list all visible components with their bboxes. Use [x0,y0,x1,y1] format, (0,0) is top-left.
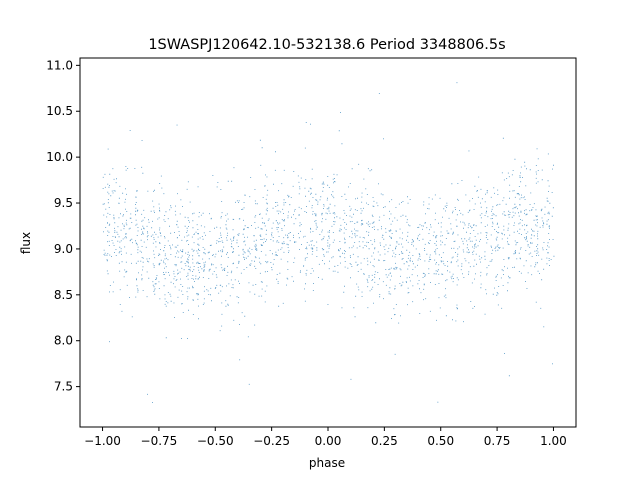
y-axis: 7.5 8.0 8.5 9.0 9.5 10.0 10.5 11.0 [46,58,80,394]
y-tick-label: 8.5 [54,288,73,302]
x-tick-label: −0.75 [141,434,178,448]
x-axis-label: phase [309,456,345,470]
x-tick-label: 0.25 [371,434,398,448]
data-points [102,82,555,403]
y-tick-label: 10.0 [46,150,73,164]
x-tick-label: −0.25 [253,434,290,448]
x-tick-label: 0.50 [427,434,454,448]
y-tick-label: 9.0 [54,242,73,256]
x-tick-label: 0.00 [315,434,342,448]
y-tick-label: 7.5 [54,380,73,394]
x-tick-label: 0.75 [484,434,511,448]
y-tick-label: 8.0 [54,334,73,348]
x-axis: −1.00 −0.75 −0.50 −0.25 0.00 0.25 0.50 0.75 1.00 [84,427,567,448]
x-tick-label: −0.50 [197,434,234,448]
x-tick-label: 1.00 [540,434,567,448]
y-tick-label: 9.5 [54,196,73,210]
y-axis-label: flux [19,232,33,254]
chart-title: 1SWASPJ120642.10-532138.6 Period 3348806… [148,37,505,53]
y-tick-label: 10.5 [46,104,73,118]
scatter-points [102,82,555,403]
x-tick-label: −1.00 [84,434,121,448]
y-tick-label: 11.0 [46,58,73,72]
